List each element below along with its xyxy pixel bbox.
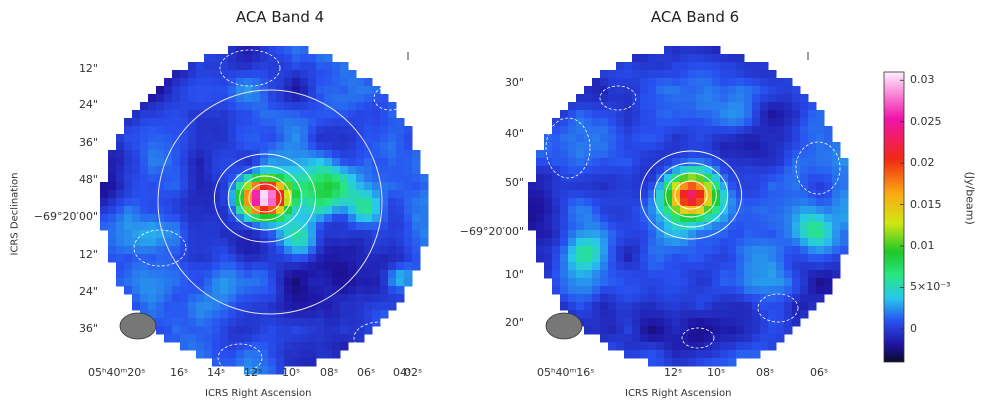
band4-negative-contour — [373, 85, 407, 111]
panel2-x-tick-label: 06ˢ — [810, 366, 829, 379]
band6-beam-ellipse — [545, 312, 583, 340]
panel1-x-tick-label: 08ˢ — [320, 366, 339, 379]
panel2-x-tick-label: 05ʰ40ᵐ16ˢ — [537, 366, 595, 379]
band4-contour — [248, 183, 282, 213]
band6-negative-contour — [545, 117, 591, 179]
band4-contour — [213, 153, 317, 243]
band4-contour — [227, 165, 303, 231]
band4-contour — [239, 175, 291, 221]
band4-negative-contour — [133, 229, 187, 267]
panel1-y-tick-label: 48" — [78, 173, 98, 186]
panel1-x-tick-label: 14ˢ — [207, 366, 226, 379]
panel1-y-tick-label: 24" — [78, 285, 98, 298]
band4-negative-contour — [217, 343, 263, 373]
band4-negative-contour — [353, 321, 407, 355]
colorbar-label: (Jy/beam) — [963, 171, 977, 225]
band6-map — [528, 46, 849, 367]
band4-map — [100, 46, 429, 375]
panel1-x-tick-label: 10ˢ — [282, 366, 301, 379]
panel1-xlabel: ICRS Right Ascension — [205, 388, 312, 399]
band6-contour — [653, 162, 729, 228]
colorbar-tick-label: 0.015 — [910, 197, 942, 211]
colorbar-tick-label: 0.01 — [910, 239, 935, 252]
colorbar-tick-label: 5×10⁻³ — [910, 280, 951, 294]
panel2-x-tick-label: 10ˢ — [707, 366, 726, 379]
band6-contour — [639, 150, 743, 240]
colorbar-tick-label: 0.03 — [910, 73, 935, 87]
panel2-y-tick-label: 20" — [504, 316, 524, 329]
panel2-y-tick-label: −69°20′00" — [459, 225, 524, 238]
band4-beam-ellipse — [119, 312, 157, 340]
band6-contour — [674, 180, 708, 210]
panel2-title: ACA Band 6 — [650, 8, 740, 26]
colorbar-gradient — [883, 71, 905, 363]
panel1-y-tick-label: 36" — [78, 322, 98, 335]
band4-pixels — [100, 46, 429, 375]
colorbar-tick-label: 0 — [910, 321, 917, 335]
band6-negative-contour — [681, 327, 715, 349]
band6-pixels — [528, 46, 849, 367]
panel2-y-tick-label: 50" — [504, 176, 524, 189]
band4-negative-contour — [219, 49, 281, 87]
band6-contour — [665, 172, 717, 218]
panel2-x-tick-label: 12ˢ — [664, 366, 683, 379]
panel1-y-tick-label: 12" — [78, 248, 98, 261]
band6-negative-contour — [795, 141, 841, 195]
panel1-y-tick-label: 24" — [78, 98, 98, 111]
panel2-y-tick-label: 10" — [504, 268, 524, 281]
panel1-x-tick-label: 12ˢ — [244, 366, 263, 379]
panel1-x-tick-label: 04ˢ — [393, 366, 412, 379]
panel1-y-tick-label: −69°20′00" — [33, 210, 98, 223]
panel1-y-tick-label: 12" — [78, 62, 98, 75]
band4-fov-circle — [157, 89, 383, 315]
colorbar — [883, 71, 905, 363]
panel2-y-tick-label: 40" — [504, 127, 524, 140]
panel2-y-tick-label: 30" — [504, 76, 524, 89]
panel1-x-tick-label: 06ˢ — [357, 366, 376, 379]
colorbar-tick-label: 0.02 — [910, 156, 935, 170]
panel1-x-tick-label: 02ˢ — [404, 366, 423, 379]
colorbar-tick-label: 0.025 — [910, 114, 942, 128]
panel1-ylabel: ICRS Declination — [9, 172, 21, 256]
band6-negative-contour — [757, 293, 799, 323]
panel2-xlabel: ICRS Right Ascension — [625, 388, 732, 399]
band6-negative-contour — [599, 85, 637, 111]
panel1-x-tick-label: 05ʰ40ᵐ20ˢ — [88, 366, 146, 379]
panel1-x-tick-label: 16ˢ — [170, 366, 189, 379]
panel1-y-tick-label: 36" — [78, 136, 98, 149]
panel2-x-tick-label: 08ˢ — [756, 366, 775, 379]
panel1-title: ACA Band 4 — [235, 8, 325, 26]
